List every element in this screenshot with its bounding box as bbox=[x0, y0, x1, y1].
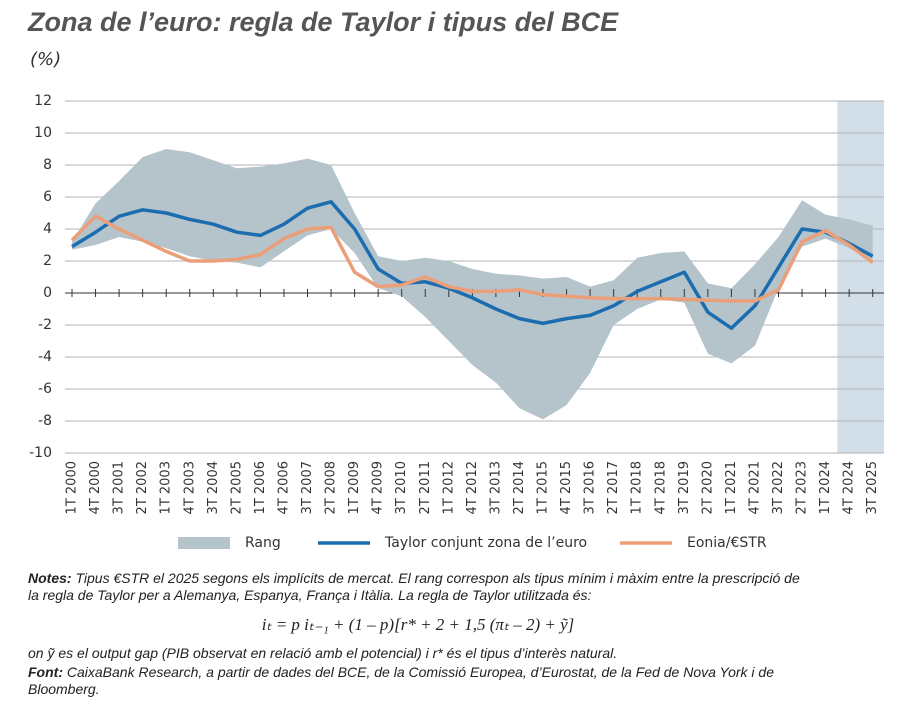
x-tick-label: 1T 2009 bbox=[347, 461, 362, 514]
x-tick-label: 1T 2015 bbox=[536, 461, 551, 514]
legend-label: Taylor conjunt zona de l’euro bbox=[384, 535, 587, 551]
x-tick-label: 2T 2020 bbox=[700, 461, 715, 514]
y-tick-label: 10 bbox=[34, 125, 52, 141]
formula-note: on ỹ es el output gap (PIB observat en r… bbox=[28, 645, 618, 661]
x-tick-label: 4T 2000 bbox=[88, 461, 103, 514]
x-tick-label: 3T 2004 bbox=[206, 461, 221, 514]
range-band bbox=[72, 149, 873, 420]
x-tick-label: 2T 2005 bbox=[229, 461, 244, 514]
legend-swatch bbox=[178, 537, 230, 549]
series-line bbox=[70, 214, 874, 303]
forecast-shade bbox=[837, 101, 884, 453]
chart-subtitle: (%) bbox=[30, 49, 61, 70]
x-tick-label: 3T 2025 bbox=[865, 461, 880, 514]
x-tick-label: 1T 2006 bbox=[253, 461, 268, 514]
notes: Notes: Tipus €STR el 2025 segons els imp… bbox=[28, 570, 808, 604]
x-tick-label: 3T 2019 bbox=[677, 461, 692, 514]
y-tick-label: -4 bbox=[38, 349, 52, 365]
y-tick-label: -8 bbox=[38, 413, 52, 429]
x-tick-label: 1T 2024 bbox=[818, 461, 833, 514]
x-tick-label: 1T 2003 bbox=[159, 461, 174, 514]
y-tick-label: 4 bbox=[43, 221, 52, 237]
x-tick-label: 4T 2003 bbox=[182, 461, 197, 514]
y-tick-label: -6 bbox=[38, 381, 52, 397]
notes-text: Tipus €STR el 2025 segons els implícits … bbox=[28, 570, 800, 603]
chart: Zona de l’euro: regla de Taylor i tipus … bbox=[27, 7, 884, 551]
legend-label: Rang bbox=[245, 535, 281, 551]
x-tick-label: 1T 2000 bbox=[65, 461, 80, 514]
x-tick-label: 3T 2013 bbox=[488, 461, 503, 514]
x-tick-label: 3T 2007 bbox=[300, 461, 315, 514]
series-line bbox=[71, 200, 874, 330]
source: Font: CaixaBank Research, a partir de da… bbox=[28, 664, 808, 698]
x-tick-label: 2T 2023 bbox=[795, 461, 810, 514]
x-tick-label: 2T 2011 bbox=[418, 461, 433, 514]
y-tick-label: -2 bbox=[38, 317, 52, 333]
y-tick-label: 6 bbox=[43, 189, 52, 205]
x-tick-label: 2T 2014 bbox=[512, 461, 527, 514]
x-tick-label: 1T 2018 bbox=[630, 461, 645, 514]
formula: iₜ = p iₜ₋₁ + (1 – p)[r* + 2 + 1,5 (πₜ –… bbox=[261, 615, 575, 634]
x-tick-label: 2T 2008 bbox=[324, 461, 339, 514]
x-tick-label: 3T 2010 bbox=[394, 461, 409, 514]
x-tick-label: 4T 2006 bbox=[276, 461, 291, 514]
y-tick-label: -10 bbox=[29, 445, 52, 461]
x-tick-label: 1T 2012 bbox=[441, 461, 456, 514]
x-tick-label: 4T 2015 bbox=[559, 461, 574, 514]
x-tick-label: 4T 2024 bbox=[842, 461, 857, 514]
x-tick-label: 3T 2001 bbox=[112, 461, 127, 514]
x-tick-label: 1T 2021 bbox=[724, 461, 739, 514]
x-tick-label: 2T 2017 bbox=[606, 461, 621, 514]
x-tick-label: 3T 2022 bbox=[771, 461, 786, 514]
notes-label: Notes: bbox=[28, 570, 72, 586]
chart-title: Zona de l’euro: regla de Taylor i tipus … bbox=[27, 7, 619, 37]
y-tick-label: 8 bbox=[43, 157, 52, 173]
x-tick-label: 4T 2009 bbox=[371, 461, 386, 514]
x-tick-label: 2T 2002 bbox=[135, 461, 150, 514]
y-tick-label: 0 bbox=[43, 285, 52, 301]
x-tick-label: 4T 2021 bbox=[747, 461, 762, 514]
y-tick-label: 2 bbox=[43, 253, 52, 269]
x-tick-label: 4T 2012 bbox=[465, 461, 480, 514]
legend-label: Eonia/€STR bbox=[687, 535, 767, 551]
source-text: CaixaBank Research, a partir de dades de… bbox=[28, 664, 775, 697]
y-tick-label: 12 bbox=[34, 93, 52, 109]
source-label: Font: bbox=[28, 664, 63, 680]
x-tick-label: 3T 2016 bbox=[583, 461, 598, 514]
x-tick-label: 4T 2018 bbox=[653, 461, 668, 514]
